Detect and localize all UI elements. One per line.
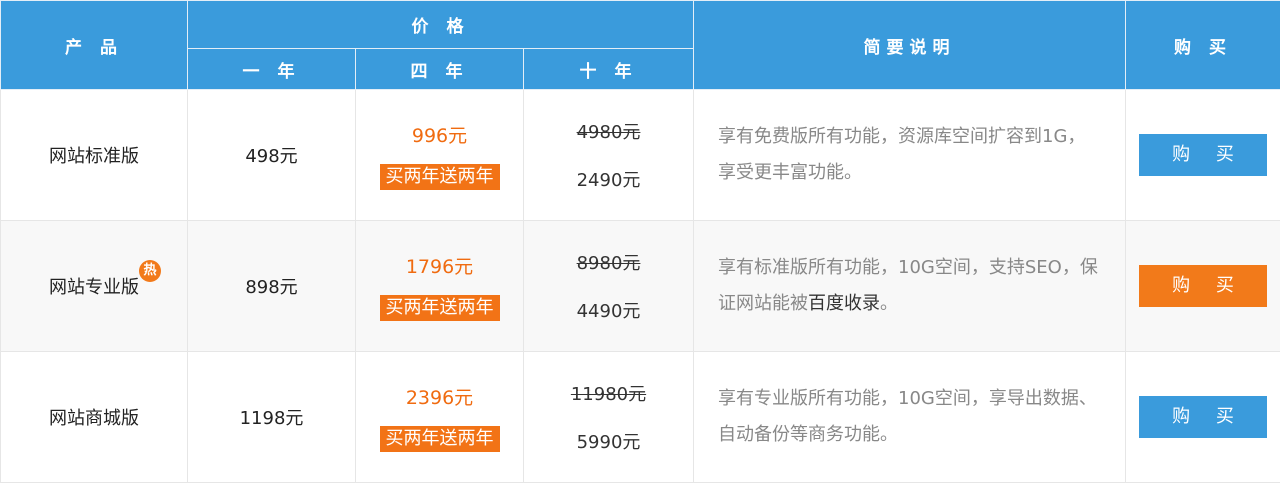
price-1-year: 898元 <box>187 220 356 352</box>
product-name: 网站专业版 热 <box>49 260 161 299</box>
price-10-year-original: 4980元 <box>576 122 641 143</box>
product-name: 网站标准版 <box>49 146 139 167</box>
buy-cell: 购 买 <box>1125 89 1280 221</box>
price-4-year: 2396元 <box>405 386 474 409</box>
price-1-year: 1198元 <box>187 351 356 483</box>
table-row: 网站商城版 1198元 2396元 买两年送两年 11980元 5990元 享有… <box>0 351 1280 483</box>
product-name: 网站商城版 <box>49 408 139 429</box>
description-cell: 享有免费版所有功能，资源库空间扩容到1G，享受更丰富功能。 <box>693 89 1126 221</box>
product-name-cell: 网站标准版 <box>0 89 188 221</box>
header-year-1: 一 年 <box>187 48 356 90</box>
price-1-year: 498元 <box>187 89 356 221</box>
price-10-year-cell: 4980元 2490元 <box>523 89 694 221</box>
header-buy: 购 买 <box>1125 0 1280 90</box>
promo-badge: 买两年送两年 <box>379 163 500 190</box>
description-text: 享有专业版所有功能，10G空间，享导出数据、自动备份等商务功能。 <box>718 388 1097 445</box>
description-highlight: 百度收录 <box>808 293 880 314</box>
buy-cell: 购 买 <box>1125 351 1280 483</box>
product-name-cell: 网站商城版 <box>0 351 188 483</box>
price-4-year-cell: 1796元 买两年送两年 <box>355 220 524 352</box>
table-row: 网站标准版 498元 996元 买两年送两年 4980元 2490元 享有免费版… <box>0 89 1280 221</box>
price-10-year: 4490元 <box>576 301 641 322</box>
description-text: 享有标准版所有功能，10G空间，支持SEO，保证网站能被 <box>718 257 1098 314</box>
promo-badge: 买两年送两年 <box>379 294 500 321</box>
product-name-cell: 网站专业版 热 <box>0 220 188 352</box>
header-year-10: 十 年 <box>523 48 694 90</box>
price-4-year-cell: 2396元 买两年送两年 <box>355 351 524 483</box>
description-tail: 。 <box>880 293 898 314</box>
price-10-year-original: 8980元 <box>576 253 641 274</box>
buy-cell: 购 买 <box>1125 220 1280 352</box>
price-10-year-cell: 8980元 4490元 <box>523 220 694 352</box>
hot-badge-icon: 热 <box>139 260 161 282</box>
buy-button-standard[interactable]: 购 买 <box>1139 134 1267 176</box>
price-4-year-cell: 996元 买两年送两年 <box>355 89 524 221</box>
price-10-year: 5990元 <box>576 432 641 453</box>
header-year-4: 四 年 <box>355 48 524 90</box>
price-10-year-original: 11980元 <box>570 384 647 405</box>
table-row: 网站专业版 热 898元 1796元 买两年送两年 8980元 4490元 享有… <box>0 220 1280 352</box>
price-4-year: 1796元 <box>405 255 474 278</box>
buy-button-professional[interactable]: 购 买 <box>1139 265 1267 307</box>
description-text: 享有免费版所有功能，资源库空间扩容到1G，享受更丰富功能。 <box>718 126 1086 183</box>
promo-badge: 买两年送两年 <box>379 425 500 452</box>
description-cell: 享有专业版所有功能，10G空间，享导出数据、自动备份等商务功能。 <box>693 351 1126 483</box>
header-product: 产 品 <box>0 0 188 90</box>
price-10-year: 2490元 <box>576 170 641 191</box>
header-price: 价 格 <box>187 0 694 49</box>
description-cell: 享有标准版所有功能，10G空间，支持SEO，保证网站能被百度收录。 <box>693 220 1126 352</box>
price-4-year: 996元 <box>411 124 468 147</box>
product-name-label: 网站专业版 <box>49 277 139 298</box>
buy-button-mall[interactable]: 购 买 <box>1139 396 1267 438</box>
price-10-year-cell: 11980元 5990元 <box>523 351 694 483</box>
header-description: 简要说明 <box>693 0 1126 90</box>
